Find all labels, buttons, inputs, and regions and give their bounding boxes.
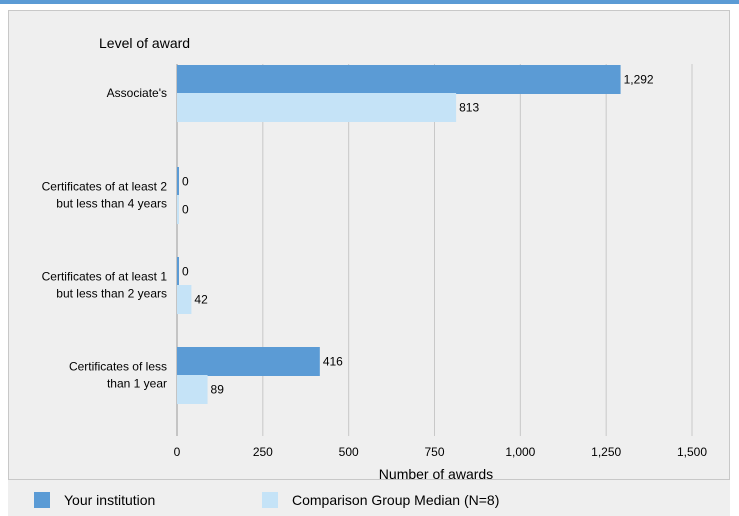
x-tick-label: 250	[253, 445, 273, 459]
legend-swatch-comparison-median	[262, 492, 278, 508]
bar-comparison-median	[177, 195, 179, 224]
legend-label-your-institution: Your institution	[64, 492, 156, 508]
x-tick-label: 0	[174, 445, 181, 459]
legend-label-comparison-median: Comparison Group Median (N=8)	[292, 492, 500, 508]
y-axis-title: Level of award	[99, 35, 190, 51]
chart-panel: Level of award 1,292 813 0 0 0 42 416 89 Associ…	[8, 10, 730, 481]
data-label: 0	[182, 265, 189, 279]
data-label: 89	[211, 383, 225, 397]
bar-your-institution	[177, 65, 621, 94]
bar-your-institution	[177, 347, 320, 376]
x-tick-labels: 0 250 500 750 1,000 1,250 1,500	[174, 445, 708, 459]
bar-your-institution	[177, 257, 179, 286]
category-label: Certificates of at least 2	[42, 180, 168, 194]
x-tick-label: 500	[339, 445, 359, 459]
legend-item-comparison-median: Comparison Group Median (N=8)	[262, 492, 499, 508]
bar-comparison-median	[177, 93, 457, 122]
category-label: Associate's	[107, 86, 167, 100]
data-label: 0	[182, 175, 189, 189]
category-label: than 1 year	[107, 377, 167, 391]
bars: 1,292 813 0 0 0 42 416 89	[177, 65, 654, 404]
category-labels: Associate's Certificates of at least 2 but…	[42, 86, 168, 391]
x-tick-label: 1,500	[677, 445, 707, 459]
data-label: 0	[182, 203, 189, 217]
category-label: Certificates of less	[69, 360, 167, 374]
legend-item-your-institution: Your institution	[34, 492, 155, 508]
category-label: but less than 4 years	[56, 197, 167, 211]
category-label: Certificates of at least 1	[42, 270, 168, 284]
gridlines	[176, 64, 693, 436]
data-label: 42	[194, 293, 208, 307]
x-tick-label: 750	[424, 445, 444, 459]
bar-comparison-median	[177, 285, 192, 314]
legend: Your institution Comparison Group Median…	[8, 480, 730, 516]
bar-chart: Level of award 1,292 813 0 0 0 42 416 89 Associ…	[42, 35, 708, 481]
x-tick-label: 1,000	[505, 445, 535, 459]
data-label: 1,292	[624, 73, 654, 87]
data-label: 416	[323, 355, 343, 369]
bar-your-institution	[177, 167, 179, 196]
x-tick-label: 1,250	[591, 445, 621, 459]
category-label: but less than 2 years	[56, 287, 167, 301]
x-axis-title: Number of awards	[379, 466, 493, 481]
bar-comparison-median	[177, 375, 208, 404]
data-label: 813	[459, 101, 479, 115]
legend-swatch-your-institution	[34, 492, 50, 508]
top-accent-rule	[0, 0, 739, 4]
